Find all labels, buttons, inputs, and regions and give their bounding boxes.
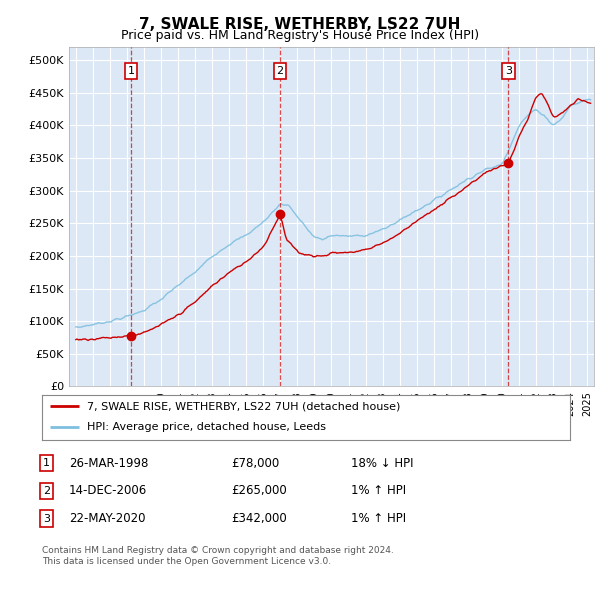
Text: 18% ↓ HPI: 18% ↓ HPI — [351, 457, 413, 470]
Text: 7, SWALE RISE, WETHERBY, LS22 7UH (detached house): 7, SWALE RISE, WETHERBY, LS22 7UH (detac… — [87, 401, 400, 411]
Text: 1% ↑ HPI: 1% ↑ HPI — [351, 484, 406, 497]
Text: Price paid vs. HM Land Registry's House Price Index (HPI): Price paid vs. HM Land Registry's House … — [121, 30, 479, 42]
Text: Contains HM Land Registry data © Crown copyright and database right 2024.: Contains HM Land Registry data © Crown c… — [42, 546, 394, 555]
Text: 1% ↑ HPI: 1% ↑ HPI — [351, 512, 406, 525]
Text: £78,000: £78,000 — [231, 457, 279, 470]
Text: 3: 3 — [505, 66, 512, 76]
Text: 7, SWALE RISE, WETHERBY, LS22 7UH: 7, SWALE RISE, WETHERBY, LS22 7UH — [139, 17, 461, 31]
Text: 1: 1 — [43, 458, 50, 468]
Text: 22-MAY-2020: 22-MAY-2020 — [69, 512, 146, 525]
Text: HPI: Average price, detached house, Leeds: HPI: Average price, detached house, Leed… — [87, 422, 326, 432]
Text: £342,000: £342,000 — [231, 512, 287, 525]
Text: This data is licensed under the Open Government Licence v3.0.: This data is licensed under the Open Gov… — [42, 558, 331, 566]
Text: 14-DEC-2006: 14-DEC-2006 — [69, 484, 147, 497]
Text: 2: 2 — [276, 66, 283, 76]
Text: 1: 1 — [127, 66, 134, 76]
Text: 2: 2 — [43, 486, 50, 496]
Text: 3: 3 — [43, 514, 50, 523]
Text: 26-MAR-1998: 26-MAR-1998 — [69, 457, 148, 470]
Text: £265,000: £265,000 — [231, 484, 287, 497]
